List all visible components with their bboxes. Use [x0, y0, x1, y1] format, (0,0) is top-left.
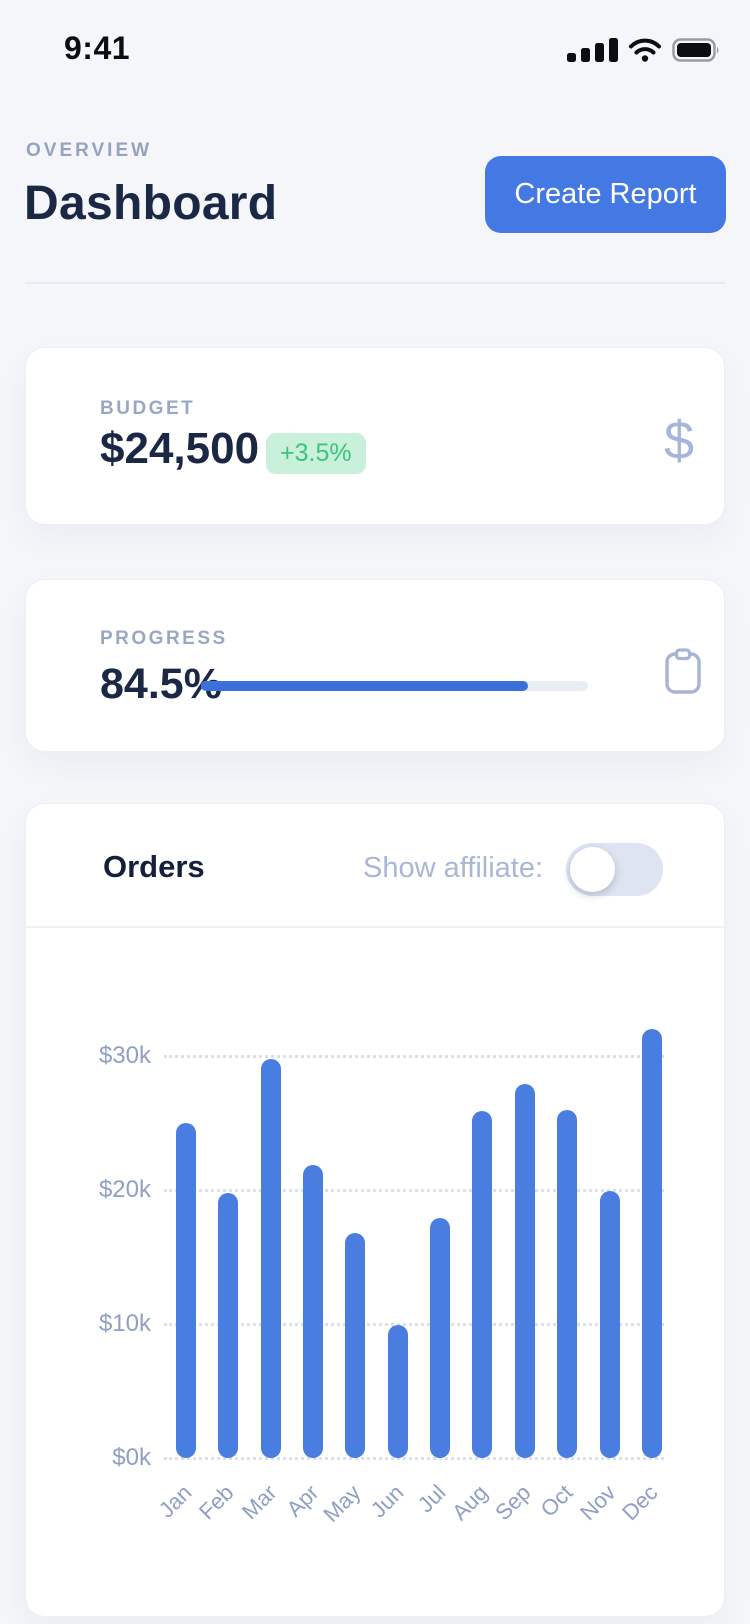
header-divider [25, 282, 725, 284]
progress-fill [201, 681, 528, 691]
progress-track [201, 681, 588, 691]
budget-card: BUDGET $24,500 +3.5% $ [25, 347, 725, 525]
budget-value: $24,500 [100, 424, 260, 473]
bar-Feb [218, 1192, 239, 1458]
orders-title: Orders [103, 849, 205, 884]
orders-card: Orders Show affiliate: $0k $10k $20k $30k Ja… [25, 803, 726, 1618]
bar-Nov [599, 1191, 620, 1458]
page-title: Dashboard [24, 177, 278, 230]
clipboard-icon [665, 648, 701, 694]
gridline-$30k [164, 1055, 664, 1058]
bar-May [345, 1232, 366, 1458]
create-report-button[interactable]: Create Report [485, 156, 726, 233]
bar-Dec [641, 1029, 662, 1458]
progress-card: PROGRESS 84.5% [25, 579, 725, 752]
wifi-icon [629, 38, 661, 62]
bar-Aug [472, 1110, 493, 1458]
battery-icon [672, 38, 719, 62]
orders-divider [26, 926, 726, 928]
cellular-signal-icon [567, 38, 618, 62]
bar-Sep [514, 1084, 535, 1458]
show-affiliate-label: Show affiliate: [363, 852, 544, 884]
progress-label: PROGRESS [100, 628, 228, 649]
show-affiliate-toggle[interactable] [566, 843, 663, 896]
budget-label: BUDGET [100, 398, 196, 419]
bar-Jun [387, 1325, 408, 1458]
toggle-knob [570, 847, 615, 892]
bar-Jul [430, 1218, 451, 1458]
gridline-$0k [164, 1457, 664, 1460]
gridline-$20k [164, 1189, 664, 1192]
status-time: 9:41 [64, 30, 131, 66]
budget-delta-badge: +3.5% [266, 433, 366, 474]
bar-Apr [303, 1164, 324, 1458]
bar-Oct [557, 1109, 578, 1458]
overview-eyebrow: OVERVIEW [26, 140, 153, 161]
y-axis-tick-label: $0k [112, 1444, 151, 1471]
y-axis-tick-label: $20k [98, 1176, 151, 1203]
orders-bar-chart: $0k $10k $20k $30k Jan Feb Mar Apr May Jun Jul Aug S… [26, 804, 726, 1618]
gridline-$10k [164, 1323, 664, 1326]
bar-Mar [260, 1058, 281, 1458]
y-axis-tick-label: $30k [98, 1042, 151, 1069]
status-icons [567, 36, 720, 64]
bar-Jan [176, 1123, 196, 1458]
dollar-icon: $ [664, 411, 695, 471]
y-axis-tick-label: $10k [98, 1310, 151, 1337]
